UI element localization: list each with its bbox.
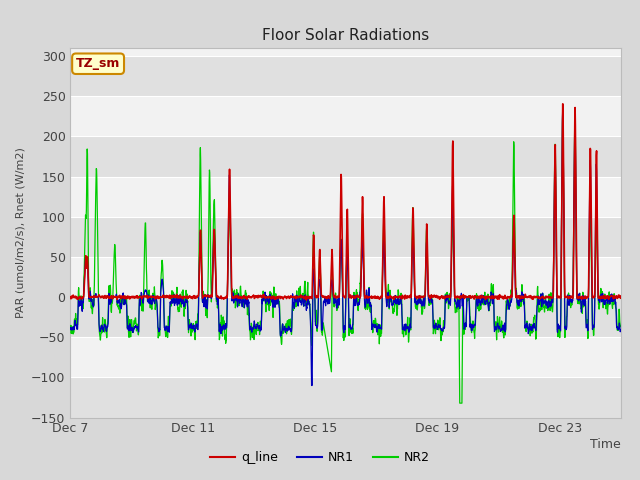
Bar <box>70 257 621 297</box>
Bar <box>70 177 621 217</box>
Title: Floor Solar Radiations: Floor Solar Radiations <box>262 28 429 43</box>
Bar <box>70 377 621 418</box>
Bar <box>70 217 621 257</box>
Bar <box>70 56 621 96</box>
Bar <box>70 96 621 136</box>
Bar <box>70 297 621 337</box>
Legend: q_line, NR1, NR2: q_line, NR1, NR2 <box>205 446 435 469</box>
Text: TZ_sm: TZ_sm <box>76 57 120 70</box>
X-axis label: Time: Time <box>590 438 621 451</box>
Bar <box>70 136 621 177</box>
Bar <box>70 337 621 377</box>
Y-axis label: PAR (umol/m2/s), Rnet (W/m2): PAR (umol/m2/s), Rnet (W/m2) <box>15 147 26 318</box>
